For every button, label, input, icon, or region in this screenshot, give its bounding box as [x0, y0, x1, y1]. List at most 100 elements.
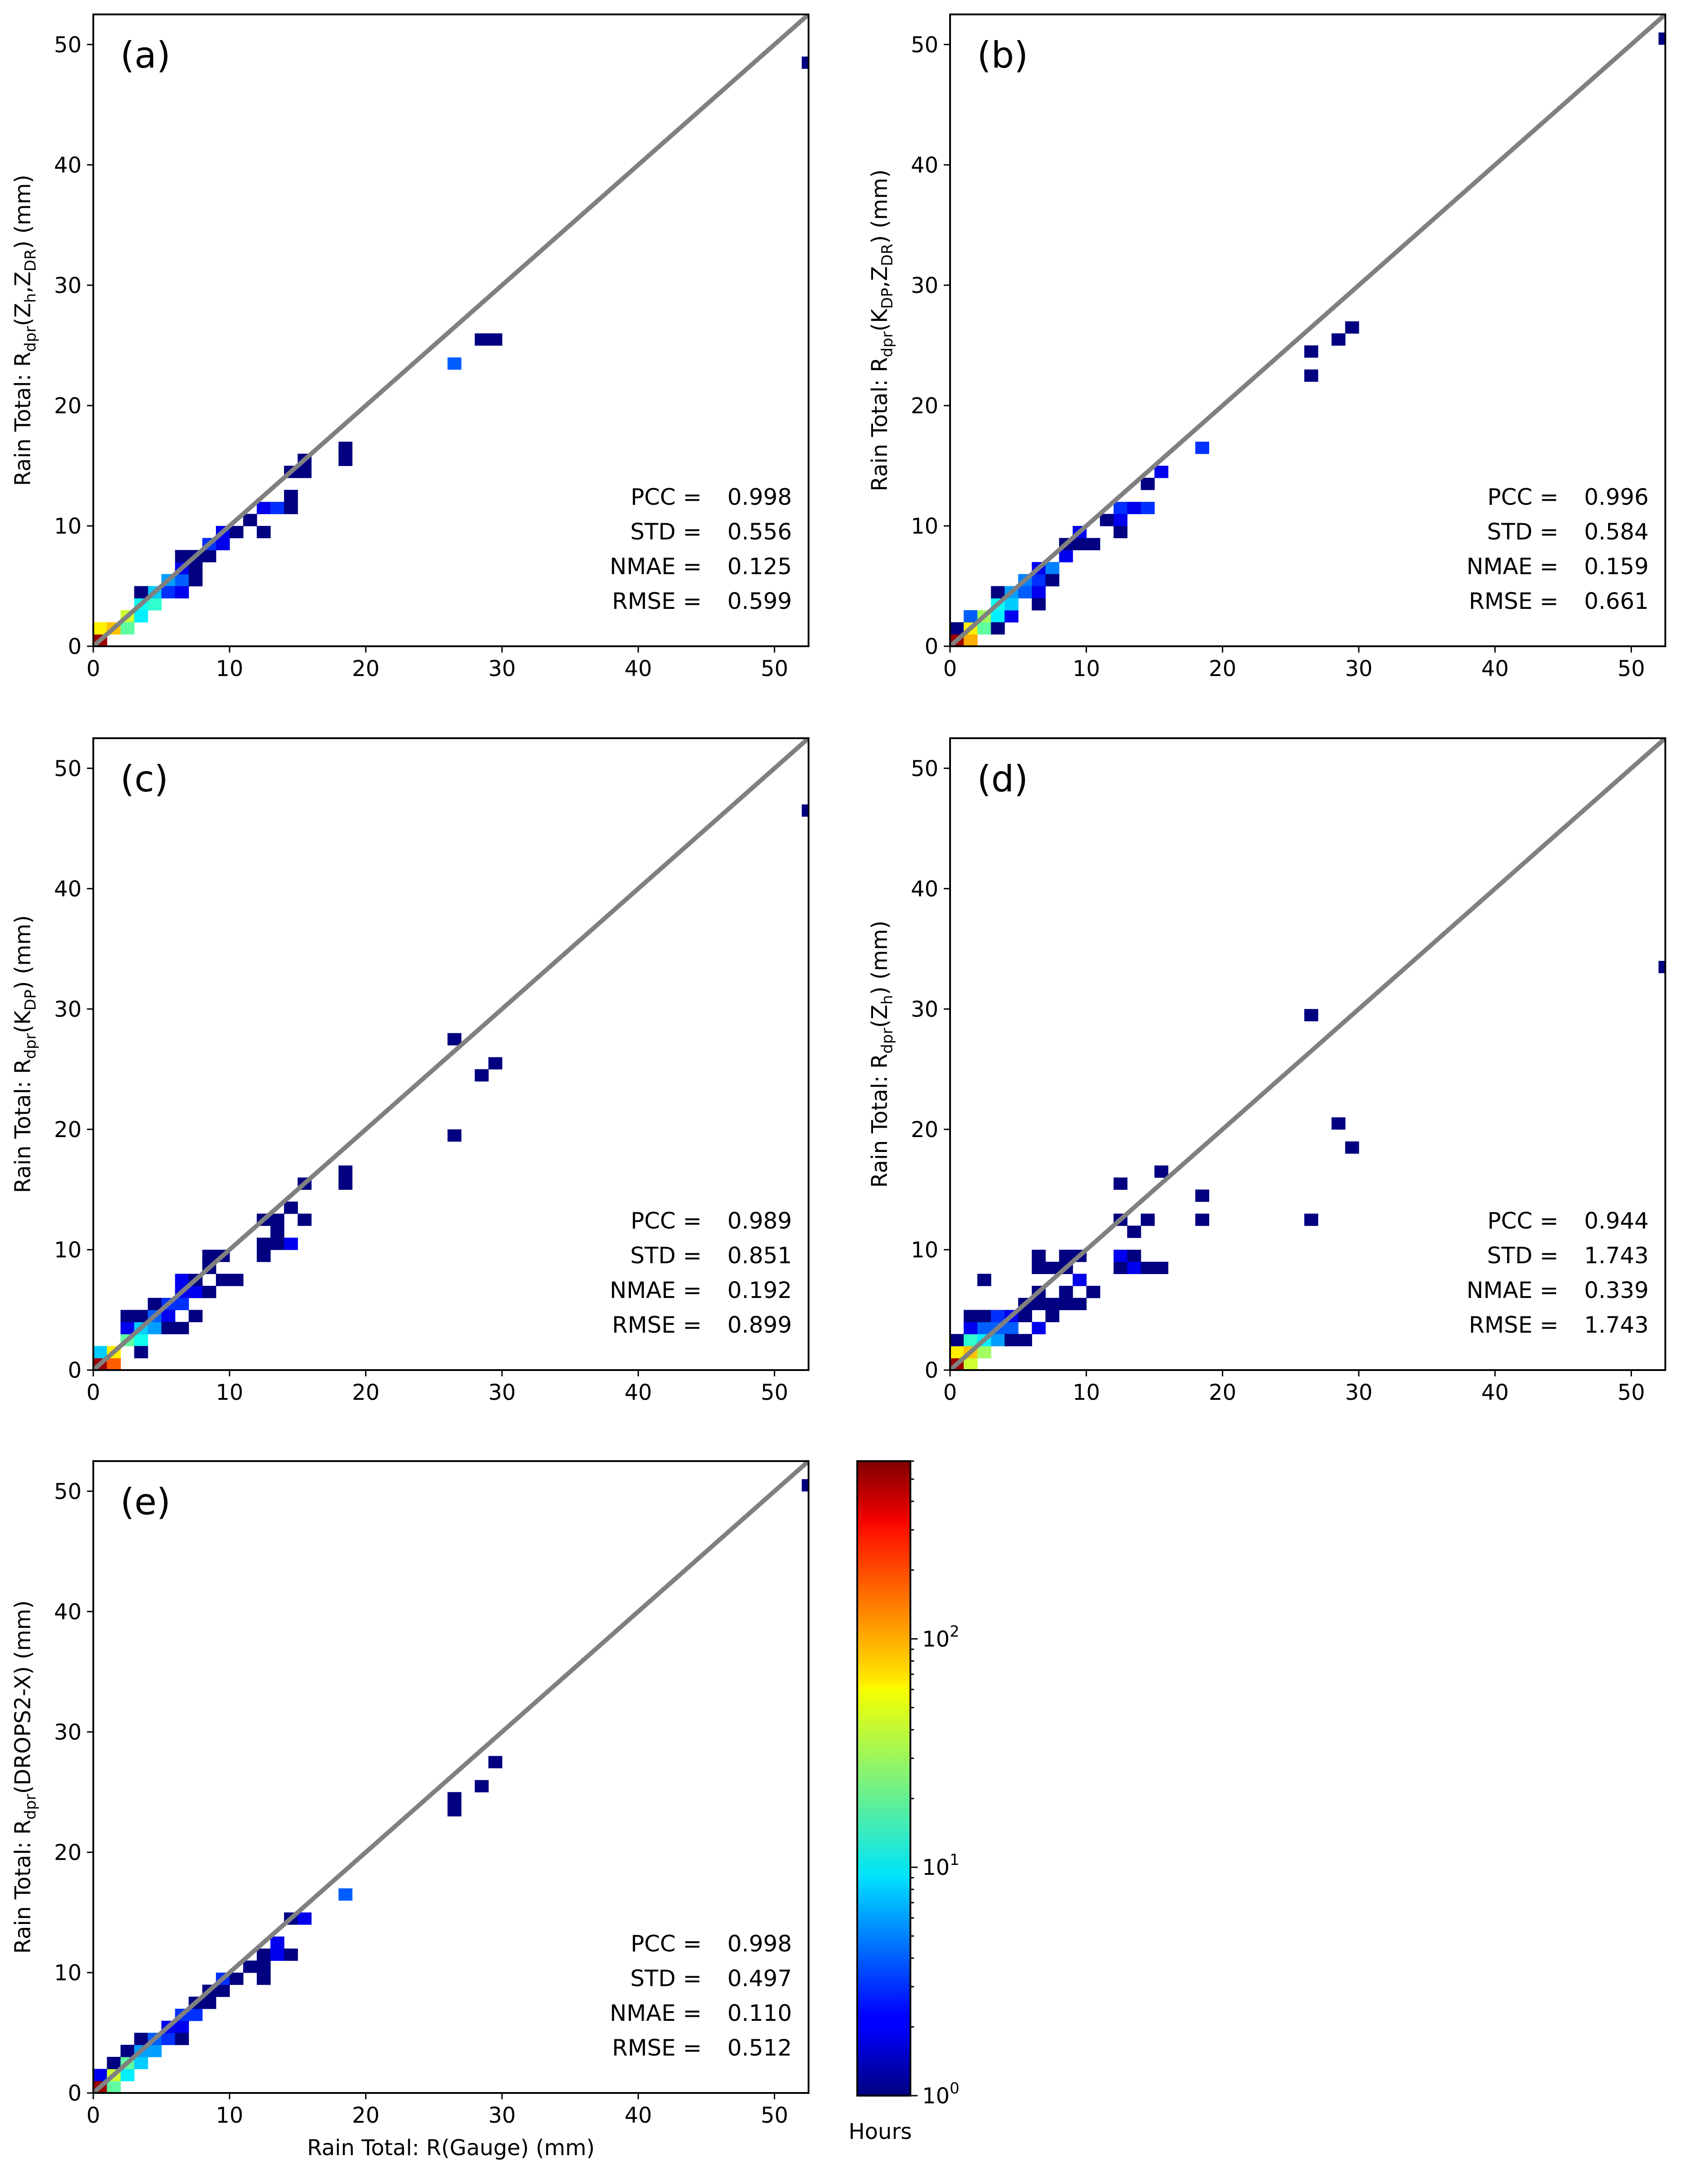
heatmap-cell — [1113, 1177, 1128, 1190]
heatmap-cell — [1032, 598, 1046, 611]
heatmap-cell — [964, 1358, 978, 1370]
y-tick-label: 20 — [911, 393, 938, 419]
y-tick-label: 50 — [54, 1479, 82, 1504]
stat-value: 0.899 — [727, 1312, 792, 1338]
colorbar-gradient — [856, 1460, 911, 2097]
heatmap-cell — [120, 1322, 135, 1334]
stat-name: STD = — [630, 519, 702, 545]
heatmap-cell — [1127, 1261, 1141, 1274]
x-tick-label: 20 — [352, 656, 379, 681]
y-tick-label: 50 — [54, 32, 82, 58]
stat-value: 1.743 — [1584, 1243, 1649, 1269]
heatmap-cell — [991, 586, 1005, 599]
x-tick-label: 0 — [87, 1380, 101, 1405]
y-tick-label: 40 — [54, 877, 82, 902]
heatmap-cell — [1004, 598, 1019, 611]
y-tick-label: 0 — [68, 2081, 82, 2106]
colorbar-tick-label: 102 — [922, 1622, 960, 1652]
y-tick-label: 20 — [54, 1117, 82, 1142]
stat-value: 0.339 — [1584, 1277, 1649, 1303]
y-tick-label: 30 — [911, 997, 938, 1022]
heatmap-cell — [1113, 502, 1128, 514]
heatmap-cell — [147, 2045, 162, 2057]
heatmap-cell — [1086, 1286, 1101, 1298]
heatmap-cell — [134, 1310, 148, 1322]
heatmap-cell — [1154, 1261, 1169, 1274]
heatmap-cell — [1127, 1225, 1141, 1238]
heatmap-cell — [1032, 1322, 1046, 1334]
heatmap-cell — [488, 333, 503, 346]
heatmap-cell — [161, 1310, 175, 1322]
heatmap-cell — [93, 1346, 107, 1358]
colorbar: 100 101 102 Hours — [849, 1460, 960, 2144]
heatmap-cell — [1004, 610, 1019, 623]
x-tick-label: 20 — [1209, 1380, 1236, 1405]
y-tick-label: 0 — [68, 634, 82, 659]
x-tick-label: 10 — [216, 656, 243, 681]
stat-value: 0.996 — [1584, 484, 1649, 510]
stat-name: STD = — [630, 1965, 702, 1992]
stat-name: STD = — [1487, 519, 1559, 545]
x-tick-label: 20 — [352, 2103, 379, 2128]
heatmap-cell — [1032, 586, 1046, 599]
heatmap-cell — [1059, 1249, 1073, 1262]
heatmap-cell — [950, 1334, 964, 1347]
stat-name: RMSE = — [612, 588, 702, 614]
heatmap-cell — [297, 1213, 312, 1226]
heatmap-cell — [475, 1069, 489, 1082]
y-tick-label: 10 — [911, 514, 938, 539]
heatmap-cell — [229, 1972, 244, 1985]
heatmap-cell — [1113, 525, 1128, 539]
heatmap-cell — [270, 1225, 284, 1238]
panel-label: (d) — [977, 758, 1028, 800]
x-tick-label: 10 — [1073, 1380, 1100, 1405]
heatmap-cell — [1059, 550, 1073, 562]
panel-b: 00 10 10 20 20 30 30 40 40 50 50 (b) PCC = 0.996 STD =… — [867, 14, 1666, 681]
heatmap-cell — [93, 622, 107, 635]
heatmap-cell — [134, 1334, 148, 1347]
heatmap-cell — [447, 1033, 462, 1046]
heatmap-cell — [801, 56, 809, 69]
heatmap-cell — [284, 502, 298, 514]
heatmap-cell — [1141, 478, 1155, 490]
stat-value: 0.998 — [727, 484, 792, 510]
heatmap-cell — [1195, 1213, 1209, 1226]
heatmap-cell — [270, 1936, 284, 1949]
heatmap-cell — [175, 1298, 189, 1311]
panel-c: 00 10 10 20 20 30 30 40 40 50 50 (c) PCC = 0.989 STD =… — [10, 737, 809, 1405]
heatmap-cell — [964, 1310, 978, 1322]
heatmap-cell — [188, 562, 203, 575]
heatmap-cell — [120, 2045, 135, 2057]
x-tick-label: 20 — [352, 1380, 379, 1405]
axes-frame — [92, 14, 809, 647]
one-to-one-line — [93, 14, 809, 646]
heatmap-cell — [188, 574, 203, 587]
y-tick-label: 20 — [911, 1117, 938, 1142]
panel-label: (b) — [977, 34, 1028, 76]
x-tick-label: 50 — [761, 1380, 788, 1405]
colorbar-label: Hours — [849, 2119, 912, 2144]
heatmap-cell — [1345, 1141, 1359, 1154]
y-tick-label: 10 — [54, 514, 82, 539]
y-tick-label: 30 — [54, 997, 82, 1022]
heatmap-cell — [216, 1274, 230, 1286]
y-tick-label: 40 — [911, 153, 938, 178]
heatmap-cell — [175, 2033, 189, 2045]
heatmap-cell — [161, 1322, 175, 1334]
stat-name: RMSE = — [1469, 588, 1559, 614]
heatmap-cell — [1154, 1165, 1169, 1178]
heatmap-cell — [1045, 1310, 1060, 1322]
heatmap-cell — [1018, 1334, 1032, 1347]
heatmap-cell — [134, 2056, 148, 2070]
one-to-one-line — [950, 738, 1665, 1370]
heatmap-cell — [475, 1780, 489, 1792]
x-tick-label: 40 — [1481, 656, 1509, 681]
y-tick-label: 10 — [911, 1238, 938, 1263]
x-tick-label: 50 — [761, 656, 788, 681]
heatmap-cell — [1086, 538, 1101, 550]
heatmap-cell — [1141, 502, 1155, 514]
y-tick-label: 40 — [54, 153, 82, 178]
x-tick-label: 40 — [625, 656, 652, 681]
x-tick-label: 0 — [943, 1380, 957, 1405]
